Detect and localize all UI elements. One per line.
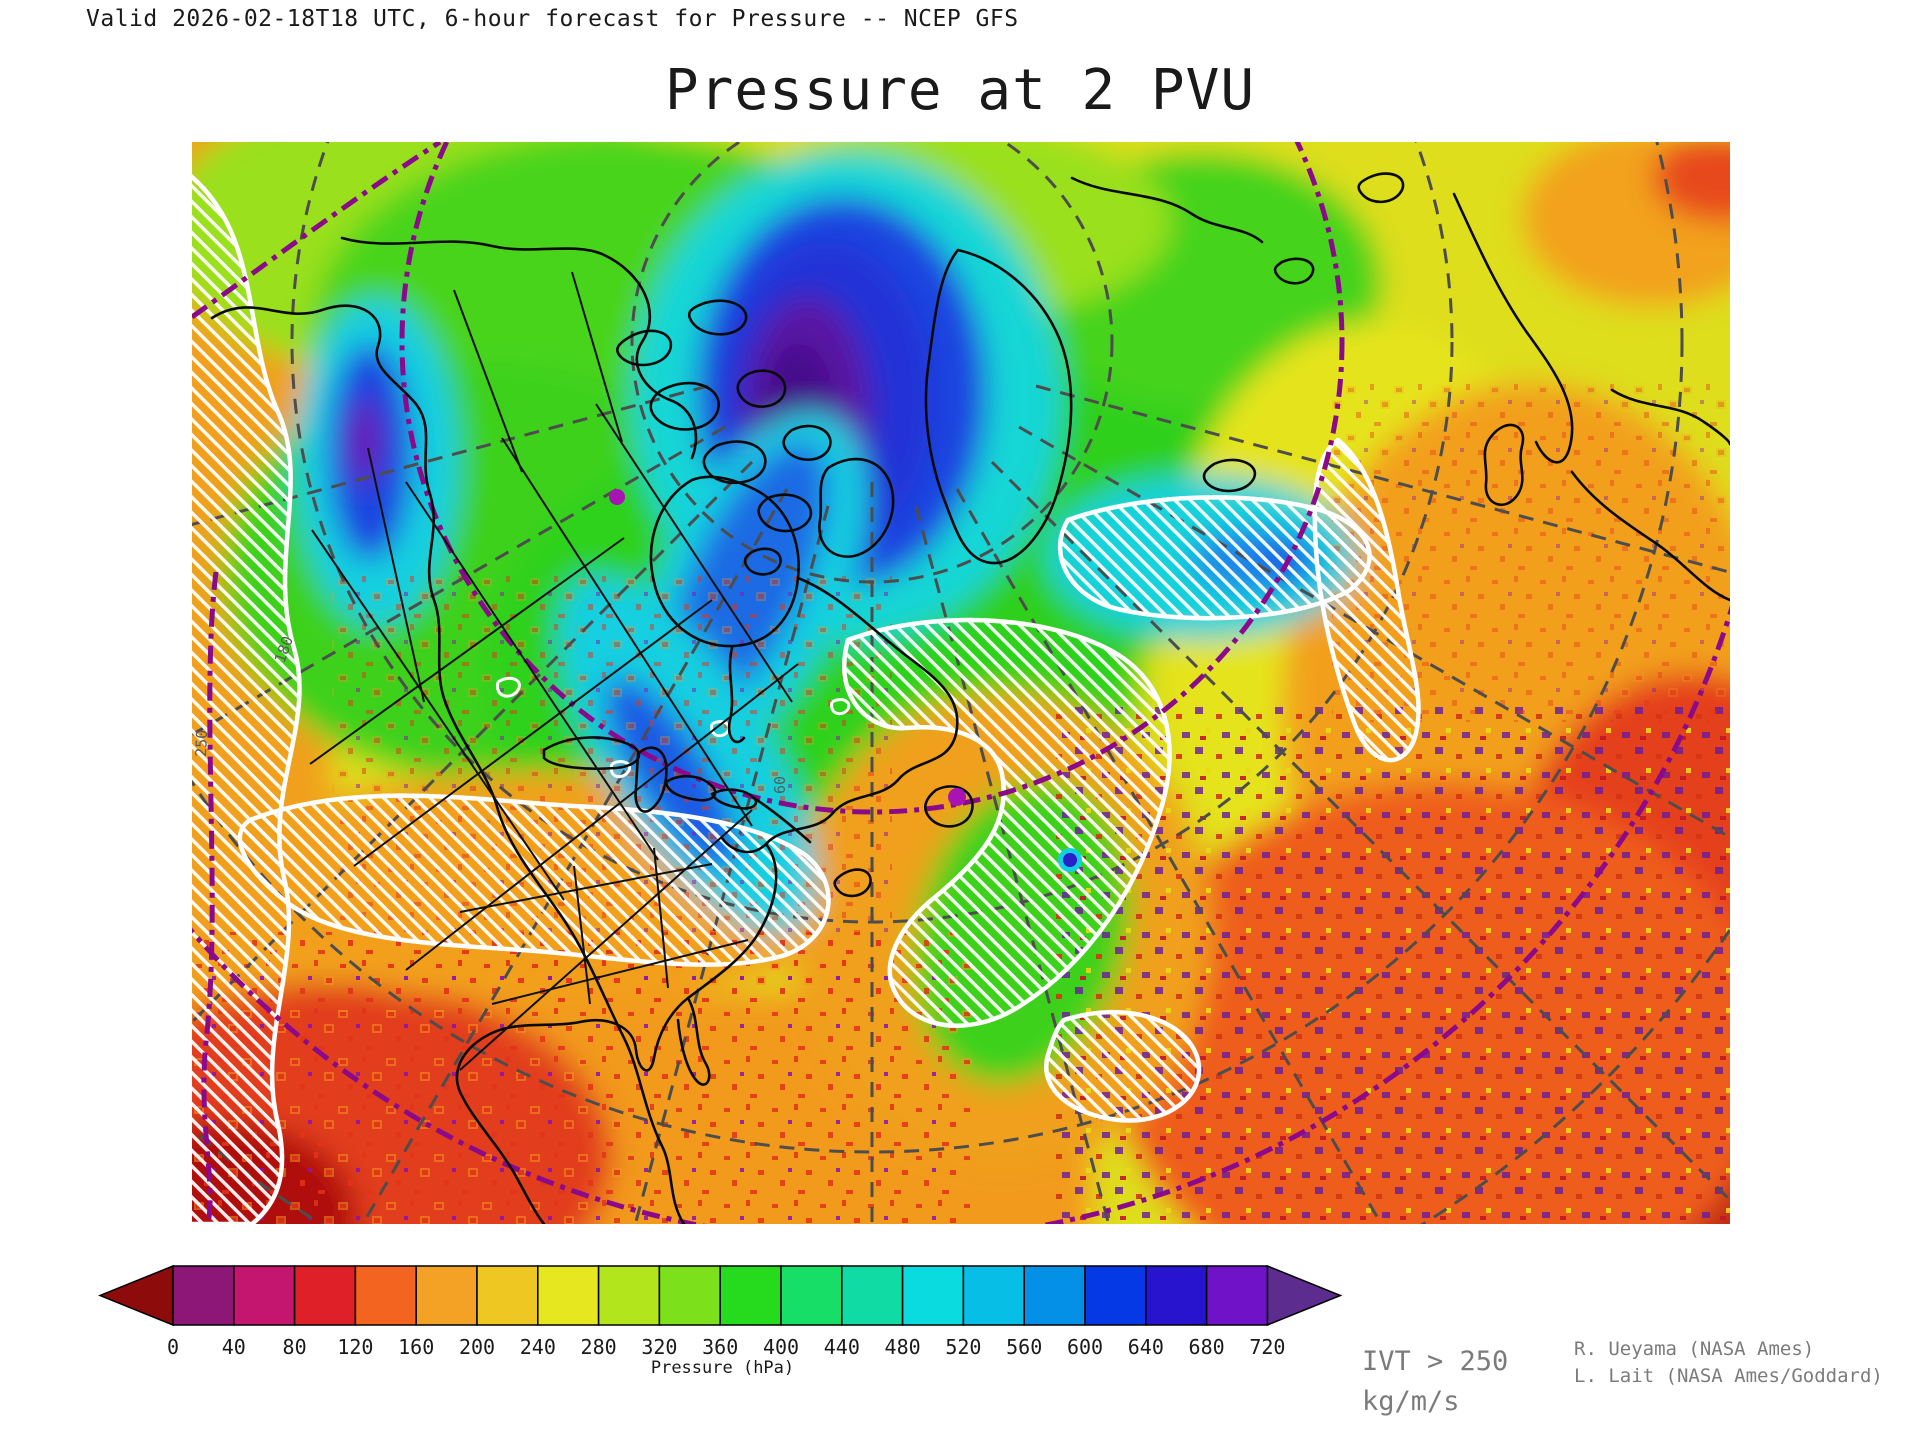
colorbar-tick-label: 680 [1189,1335,1225,1359]
colorbar-tick-label: 560 [1006,1335,1042,1359]
colorbar-tick-label: 40 [222,1335,246,1359]
cyclone-dot [1063,853,1077,867]
iceland [1202,458,1257,493]
colorbar-segment [1023,1265,1086,1326]
colorbar-segment [415,1265,478,1326]
coastline-labrador [720,576,959,854]
colorbar-axis-label: Pressure (hPa) [650,1358,795,1378]
colorbar-segment [172,1265,235,1326]
ivt-region-comma [841,617,1172,1028]
point-markers [609,489,1082,872]
colorbar-segment [354,1265,417,1326]
newfoundland [924,785,974,828]
nova-scotia [833,868,872,898]
colorbar-tick-label: 200 [459,1335,495,1359]
coastline-east-gulf [455,842,778,1224]
svalbard [1357,172,1405,204]
credit-line1: R. Ueyama (NASA Ames) [1574,1338,1815,1360]
colorbar-tick-label: 320 [641,1335,677,1359]
colorbar-tick-label: 720 [1249,1335,1285,1359]
colorbar-tick-label: 360 [702,1335,738,1359]
purple-marker-west [609,489,625,505]
ivt-annotation-line1: IVT > 250 [1362,1346,1509,1377]
st-lawrence [752,796,812,844]
colorbar-tick-label: 480 [885,1335,921,1359]
colorbar-segment [962,1265,1025,1326]
ivt-hatched-regions [192,174,1421,1224]
colorbar-tick-label: 600 [1067,1335,1103,1359]
purple-marker-east [948,788,966,806]
great-lake-michigan [634,746,668,813]
map-panel: 250 180 60 [192,142,1730,1224]
great-lake-ontario [710,788,758,810]
credit-line2: L. Lait (NASA Ames/Goddard) [1574,1365,1883,1387]
greenland [924,248,1073,565]
colorbar-segment [1145,1265,1208,1326]
colorbar-segment [658,1265,721,1326]
arctic-islands [616,299,895,576]
colorbar-under-arrow [97,1264,174,1327]
coastline-arctic [340,236,698,460]
page-title: Pressure at 2 PVU [664,58,1256,123]
colorbar-tick-label: 160 [398,1335,434,1359]
colorbar-segment [901,1265,965,1326]
colorbar-svg: 0 40 80 120 160 200 240 280 320 360 400 440 480 520 56… [97,1264,1343,1359]
colorbar-tick-label: 240 [520,1335,556,1359]
colorbar-segment [476,1265,539,1326]
baltic-coast [1610,388,1730,446]
ivt-region-small [1044,1009,1202,1123]
credits-block: R. Ueyama (NASA Ames) L. Lait (NASA Ames/… [1574,1336,1883,1390]
colorbar-tick-label: 280 [581,1335,617,1359]
colorbar-segment [841,1265,904,1326]
colorbar-tick-label: 120 [337,1335,373,1359]
colorbar-segment [719,1265,782,1326]
colorbar-tick-label: 80 [283,1335,307,1359]
ivt-region-pacific [192,174,302,1224]
arctic-island-ne [1273,257,1315,285]
political-borders [309,271,799,1071]
hudson-bay [649,475,800,648]
coastlines [210,172,1730,1224]
british-isles [1483,423,1525,506]
terminator-lines [192,142,1730,1224]
florida [676,996,711,1086]
ivt-region-east-band [1312,437,1421,763]
europe-coast [1570,470,1730,602]
white-contour-scraps [495,676,851,779]
colorbar-segment [597,1265,661,1326]
colorbar-segment [537,1265,600,1326]
colorbar-tick-label: 400 [763,1335,799,1359]
contour-label-250: 250 [192,729,211,757]
colorbar-segment [1084,1265,1147,1326]
siberia-coast [1070,176,1264,244]
colorbar-segment [233,1265,296,1326]
colorbar-tick-label: 520 [945,1335,981,1359]
colorbar-segment [1205,1265,1269,1326]
colorbar-panel: 0 40 80 120 160 200 240 280 320 360 400 440 480 520 56… [95,1262,1355,1367]
colorbar-over-arrow [1266,1264,1343,1327]
pressure-map: 250 180 60 [192,142,1730,1224]
valid-time-line: Valid 2026-02-18T18 UTC, 6-hour forecast… [86,6,1019,32]
colorbar-segment [780,1265,843,1326]
ivt-annotation-line2: kg/m/s [1362,1386,1460,1417]
ivt-annotation: IVT > 250 kg/m/s [1362,1342,1508,1422]
colorbar-tick-label: 0 [167,1335,179,1359]
james-bay [727,646,746,744]
norway-coast [1452,192,1574,464]
colorbar-tick-label: 440 [824,1335,860,1359]
ivt-region-southern-us [237,793,831,967]
colorbar-tick-label: 640 [1128,1335,1164,1359]
contour-label-60: 60 [771,776,789,794]
coastline-pacific [210,304,686,1224]
colorbar-segment [293,1265,357,1326]
